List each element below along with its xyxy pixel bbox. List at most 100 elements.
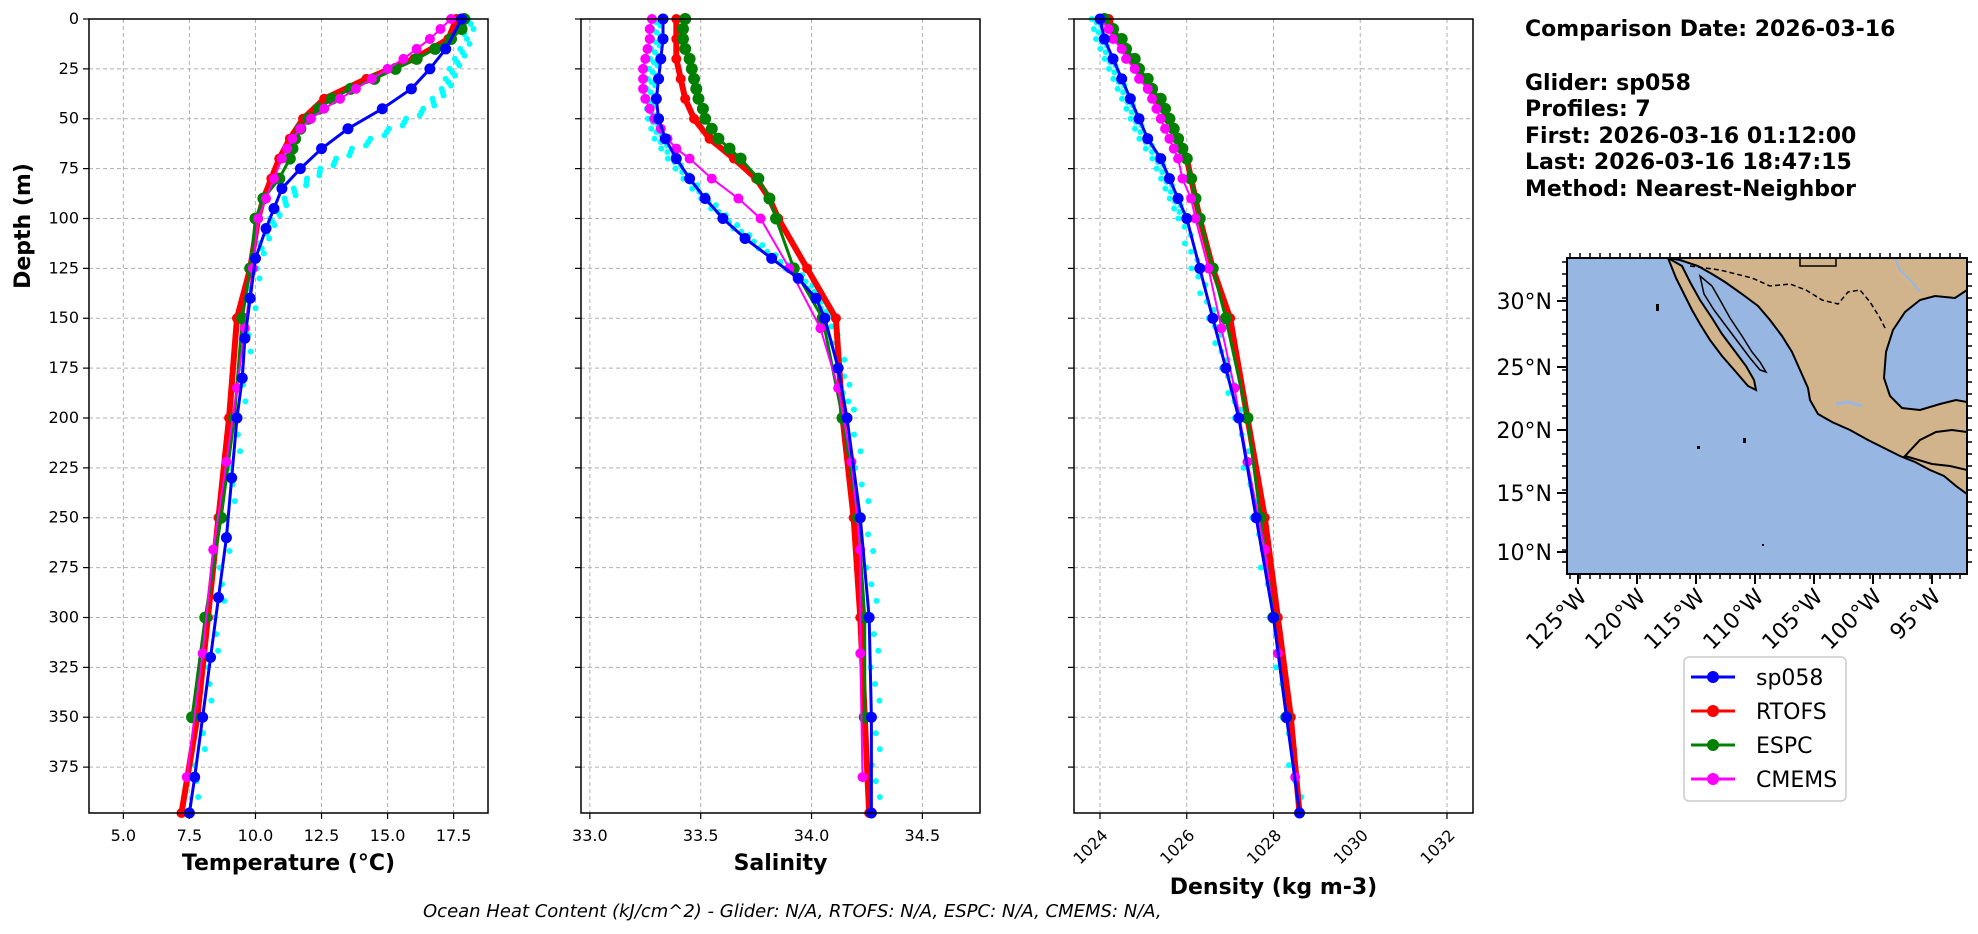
y-axis-label: Depth (m) [11, 163, 36, 289]
x-tick-label: 1026 [1156, 826, 1198, 868]
y-tick-label: 275 [48, 558, 79, 577]
glider-sample-point [1195, 273, 1202, 280]
data-point-sp058 [653, 73, 665, 85]
data-point-sp058 [244, 292, 256, 304]
data-point-sp058 [316, 143, 328, 155]
data-point-sp058 [659, 133, 671, 145]
glider-sample-point [1114, 85, 1121, 92]
data-point-sp058 [1172, 193, 1184, 205]
map-lon-label: 105°W [1758, 584, 1829, 655]
glider-sample-point [1119, 95, 1126, 102]
data-point-cmems [1190, 213, 1201, 224]
glider-sample-point [467, 20, 474, 27]
glider-sample-point [1102, 49, 1109, 56]
glider-sample-point [316, 172, 323, 179]
glider-sample-point [1097, 45, 1104, 52]
data-point-sp058 [854, 512, 866, 524]
info-block: Comparison Date: 2026-03-16 Glider: sp05… [1525, 17, 1895, 202]
data-point-sp058 [1142, 133, 1154, 145]
legend-label: CMEMS [1756, 768, 1837, 793]
x-tick-label: 1024 [1069, 826, 1111, 868]
series-line-cmems [185, 18, 452, 778]
data-point-sp058 [249, 252, 261, 264]
data-point-cmems [640, 53, 651, 64]
glider-sample-point [252, 305, 259, 312]
y-tick-label: 350 [48, 707, 79, 726]
glider-sample-point [845, 398, 852, 405]
data-point-espc [692, 92, 705, 105]
glider-sample-point [1159, 168, 1166, 175]
data-point-sp058 [1133, 113, 1145, 125]
glider-sample-point [664, 155, 671, 162]
data-point-sp058 [239, 332, 251, 344]
data-point-espc [186, 711, 199, 724]
glider-sample-point [1123, 105, 1130, 112]
last-time: Last: 2026-03-16 18:47:15 [1525, 150, 1852, 175]
data-point-rtofs [671, 53, 682, 64]
data-point-sp058 [684, 173, 696, 185]
data-point-sp058 [1194, 262, 1206, 274]
glider-sample-point [440, 92, 447, 99]
x-tick-label: 15.0 [370, 826, 406, 845]
glider-sample-point [1101, 55, 1108, 62]
x-tick-label: 33.0 [572, 826, 608, 845]
glider-sample-point [456, 62, 463, 69]
glider-sample-point [1181, 223, 1188, 230]
data-point-espc [752, 172, 765, 185]
data-point-sp058 [294, 163, 306, 175]
glider-sample-point [828, 323, 835, 330]
x-tick-label: 1032 [1416, 826, 1458, 868]
glider-sample-point [1171, 205, 1178, 212]
data-point-sp058 [226, 472, 238, 484]
plot-frame [88, 18, 489, 814]
glider-sample-point [672, 165, 679, 172]
data-point-cmems [319, 103, 330, 114]
glider-sample-point [452, 72, 459, 79]
data-point-cmems [1203, 263, 1214, 274]
y-tick-label: 0 [69, 9, 79, 28]
data-point-espc [679, 42, 692, 55]
glider-sample-point [734, 222, 741, 229]
y-tick-label: 125 [48, 258, 79, 277]
data-point-sp058 [1281, 711, 1293, 723]
data-point-sp058 [841, 412, 853, 424]
data-point-espc [685, 62, 698, 75]
profiles-count: Profiles: 7 [1525, 97, 1651, 122]
data-point-espc [1128, 52, 1141, 65]
data-point-cmems [424, 33, 435, 44]
data-point-cmems [411, 43, 422, 54]
data-point-rtofs [704, 133, 715, 144]
data-point-rtofs [830, 313, 841, 324]
glider-sample-point [868, 581, 875, 588]
map-lat-label: 25°N [1497, 356, 1552, 381]
glider-sample-point [1188, 265, 1195, 272]
glider-sample-point [1149, 155, 1156, 162]
glider-sample-point [873, 597, 880, 604]
x-tick-label: 12.5 [304, 826, 340, 845]
glider-sample-point [651, 135, 658, 142]
glider-sample-point [231, 498, 238, 505]
data-point-sp058 [1207, 312, 1219, 324]
comparison-date: Comparison Date: 2026-03-16 [1525, 17, 1895, 42]
glider-sample-point [875, 647, 882, 654]
glider-sample-point [850, 406, 857, 413]
x-axis-label: Density (kg m-3) [1170, 875, 1378, 900]
glider-sample-point [846, 381, 853, 388]
y-tick-label: 100 [48, 208, 79, 227]
data-point-cmems [755, 213, 766, 224]
map-island [1697, 446, 1700, 449]
data-point-cmems [640, 93, 651, 104]
data-point-sp058 [1268, 611, 1279, 623]
glider-sample-point [1142, 145, 1149, 152]
data-point-cmems [1103, 23, 1114, 34]
data-point-cmems [1173, 153, 1184, 164]
data-point-espc [1115, 32, 1128, 45]
x-tick-label: 33.5 [683, 826, 719, 845]
data-point-sp058 [268, 203, 280, 215]
glider-sample-point [1257, 564, 1264, 571]
data-point-espc [1219, 312, 1232, 325]
plot-1: 5.0 7.5 10.0 12.5 15.0 17.5 0 25 50 75 100 125 150 17… [11, 9, 489, 876]
glider-sample-point [466, 40, 473, 47]
x-tick-label: 7.5 [177, 826, 202, 845]
data-point-espc [429, 42, 442, 55]
